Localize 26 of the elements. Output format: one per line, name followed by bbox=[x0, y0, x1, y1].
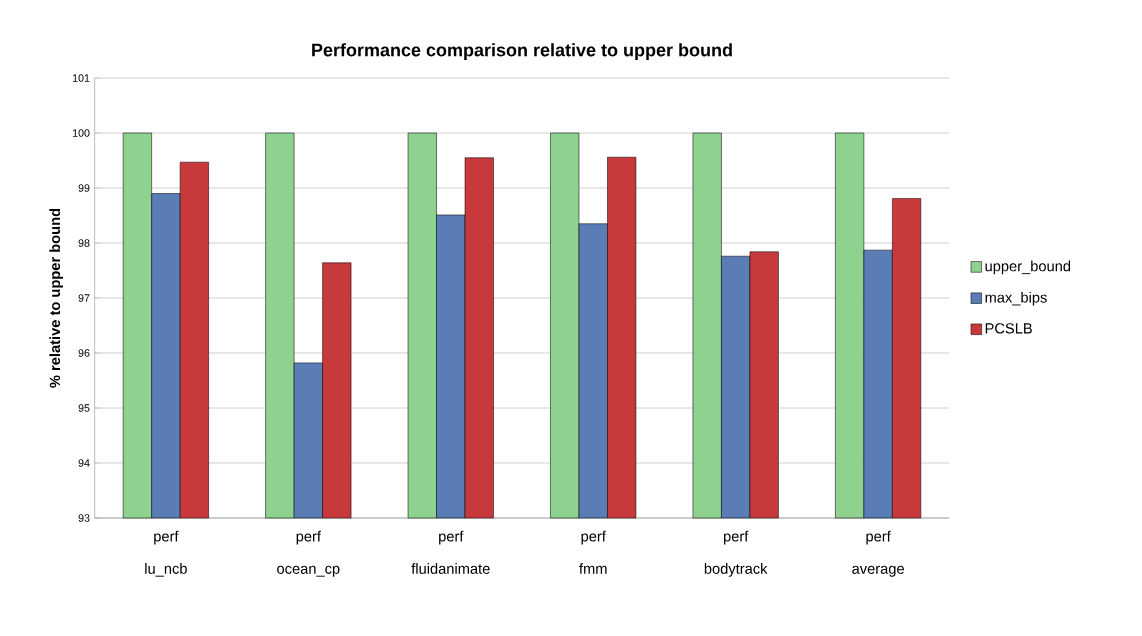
chart-title: Performance comparison relative to upper bound bbox=[312, 43, 732, 60]
text: perf bbox=[154, 530, 179, 545]
text: perf bbox=[296, 530, 321, 545]
y-tick-label: 101 bbox=[72, 74, 90, 82]
x-tick-label: fluidanimate bbox=[411, 563, 490, 574]
y-axis-title: % relative to upper bound bbox=[49, 208, 63, 388]
text: perf bbox=[723, 530, 749, 545]
x-tick-label: bodytrack bbox=[704, 563, 768, 577]
y-tick-label: 98 bbox=[78, 239, 90, 247]
x-tick-label: lu_ncb bbox=[145, 563, 187, 577]
legend-label: max_bips bbox=[985, 291, 1047, 306]
y-tick-label: 100 bbox=[72, 129, 90, 137]
legend-label: PCSLB bbox=[985, 323, 1032, 334]
y-tick-label: 96 bbox=[78, 349, 90, 357]
text: perf bbox=[581, 530, 606, 545]
text: perf bbox=[439, 530, 464, 545]
y-tick-label: 94 bbox=[78, 459, 90, 467]
y-tick-label: 99 bbox=[78, 184, 90, 192]
x-tick-label: ocean_cp bbox=[277, 565, 340, 577]
y-tick-label: 97 bbox=[78, 294, 90, 302]
x-tick-label: average bbox=[852, 565, 904, 577]
text: perf bbox=[866, 530, 891, 545]
y-tick-label: 95 bbox=[78, 404, 90, 412]
legend-label: upper_bound bbox=[985, 260, 1071, 275]
y-tick-label: 93 bbox=[78, 514, 90, 522]
x-tick-label: fmm bbox=[579, 563, 607, 574]
